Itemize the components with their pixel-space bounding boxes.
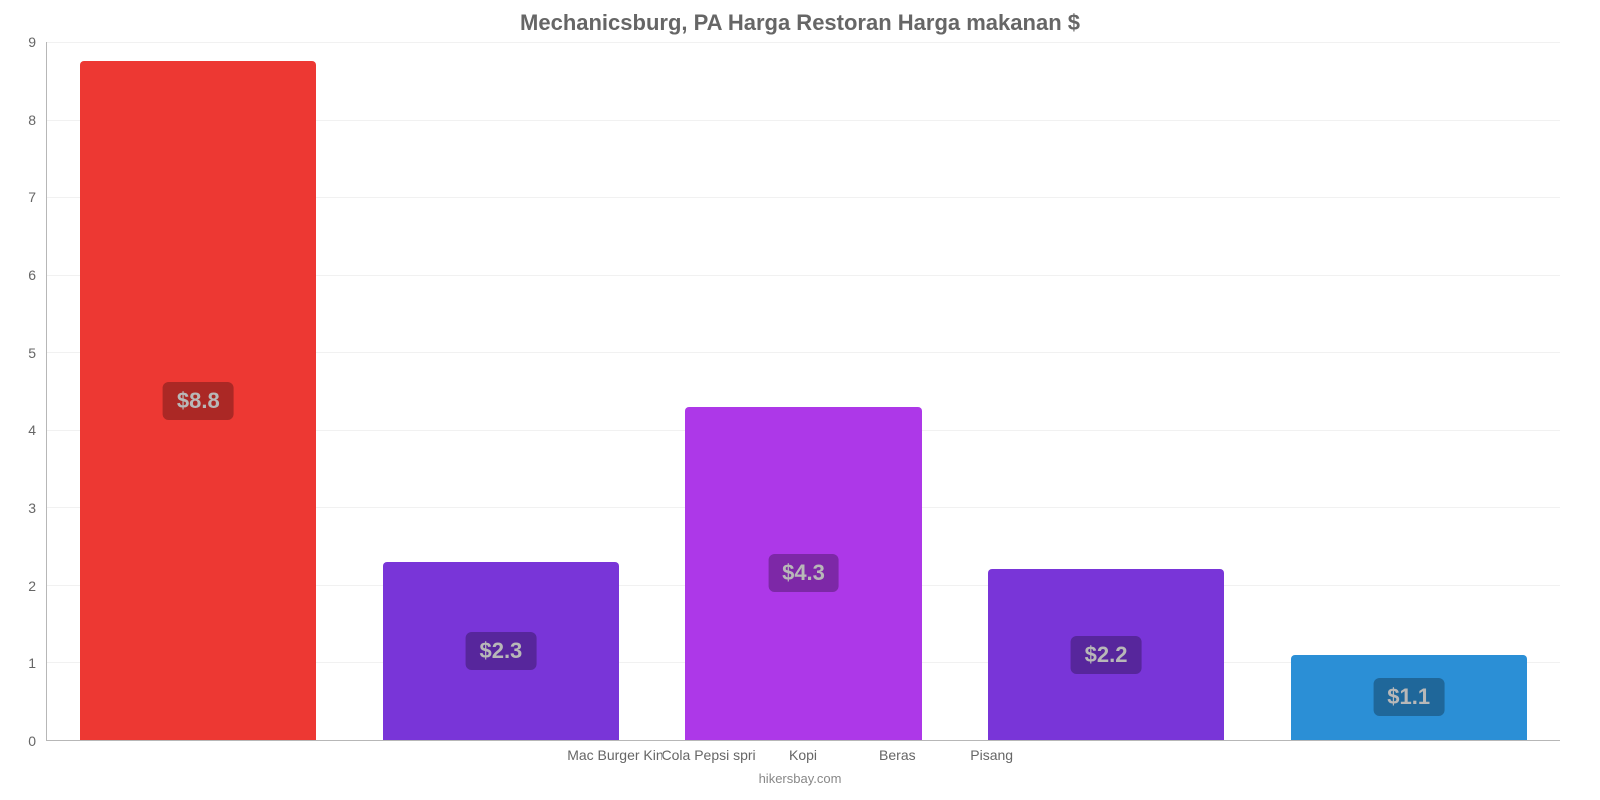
gridline [47,42,1560,43]
bar-value-label: $2.2 [1071,636,1142,674]
x-tick-label: Beras [850,741,944,769]
y-axis: 0123456789 [0,42,46,741]
x-tick-label: Mac Burger King atau Bar sejenis [567,741,661,769]
chart-container: Mechanicsburg, PA Harga Restoran Harga m… [0,0,1600,800]
chart-credit: hikersbay.com [759,769,842,800]
y-tick-label: 1 [28,655,36,671]
x-tick-label: Kopi [756,741,850,769]
y-tick-label: 9 [28,34,36,50]
bar-value-label: $1.1 [1373,678,1444,716]
chart-title: Mechanicsburg, PA Harga Restoran Harga m… [520,10,1080,36]
plot-area: $8.8 $2.3 $4.3 $2.2 $1.1 [46,42,1560,741]
y-tick-label: 6 [28,267,36,283]
bar-value-label: $2.3 [465,632,536,670]
x-axis-labels: Mac Burger King atau Bar sejenisCola Pep… [567,741,1039,769]
y-tick-label: 5 [28,345,36,361]
x-tick-label: Pisang [945,741,1039,769]
y-tick-label: 7 [28,189,36,205]
y-tick-label: 0 [28,733,36,749]
y-tick-label: 2 [28,578,36,594]
y-tick-label: 8 [28,112,36,128]
y-tick-label: 4 [28,422,36,438]
plot-row: 0123456789 $8.8$2.3$4.3$2.2$1.1 [0,42,1600,741]
x-tick-label: Cola Pepsi sprite mirinda [662,741,756,769]
bar-value-label: $4.3 [768,554,839,592]
bar-value-label: $8.8 [163,382,234,420]
y-tick-label: 3 [28,500,36,516]
